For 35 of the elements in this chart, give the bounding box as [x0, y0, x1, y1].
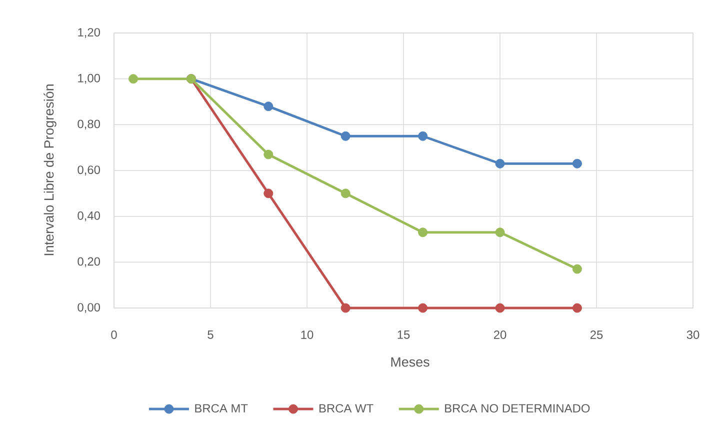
- legend-label: BRCA NO DETERMINADO: [445, 404, 590, 413]
- point: [340, 188, 350, 198]
- x-tick-label: 15: [398, 330, 410, 339]
- point: [495, 228, 505, 238]
- x-tick-label: 20: [494, 330, 506, 339]
- x-axis-title: Meses: [391, 357, 430, 367]
- y-tick-label: 0,60: [78, 166, 100, 176]
- legend-label: BRCA WT: [319, 404, 374, 413]
- legend-label: BRCA MT: [195, 404, 248, 413]
- x-tick-label: 0: [111, 330, 117, 339]
- y-tick-label: 0,20: [78, 257, 100, 268]
- y-tick-label: 1,20: [78, 28, 100, 38]
- point: [264, 102, 274, 112]
- x-tick-label: 30: [686, 330, 700, 339]
- point: [264, 188, 274, 198]
- point: [418, 303, 428, 313]
- point: [495, 303, 505, 313]
- point: [340, 131, 350, 141]
- x-tick-label: 25: [590, 330, 603, 339]
- point: [572, 303, 582, 313]
- x-tick-label: 10: [301, 330, 314, 339]
- point: [264, 150, 274, 160]
- y-tick-label: 0,80: [78, 120, 100, 130]
- x-tick-label: 5: [208, 330, 214, 339]
- y-axis-title: Intervalo Libre de Progresión: [44, 84, 56, 256]
- point: [418, 228, 428, 238]
- y-tick-label: 1,00: [78, 74, 100, 84]
- point: [572, 264, 582, 274]
- point: [418, 131, 428, 141]
- y-tick-label: 0,40: [78, 211, 100, 222]
- y-tick-label: 0,00: [78, 303, 100, 313]
- point: [495, 158, 505, 168]
- point: [572, 158, 582, 168]
- point: [128, 74, 138, 84]
- point: [340, 303, 350, 313]
